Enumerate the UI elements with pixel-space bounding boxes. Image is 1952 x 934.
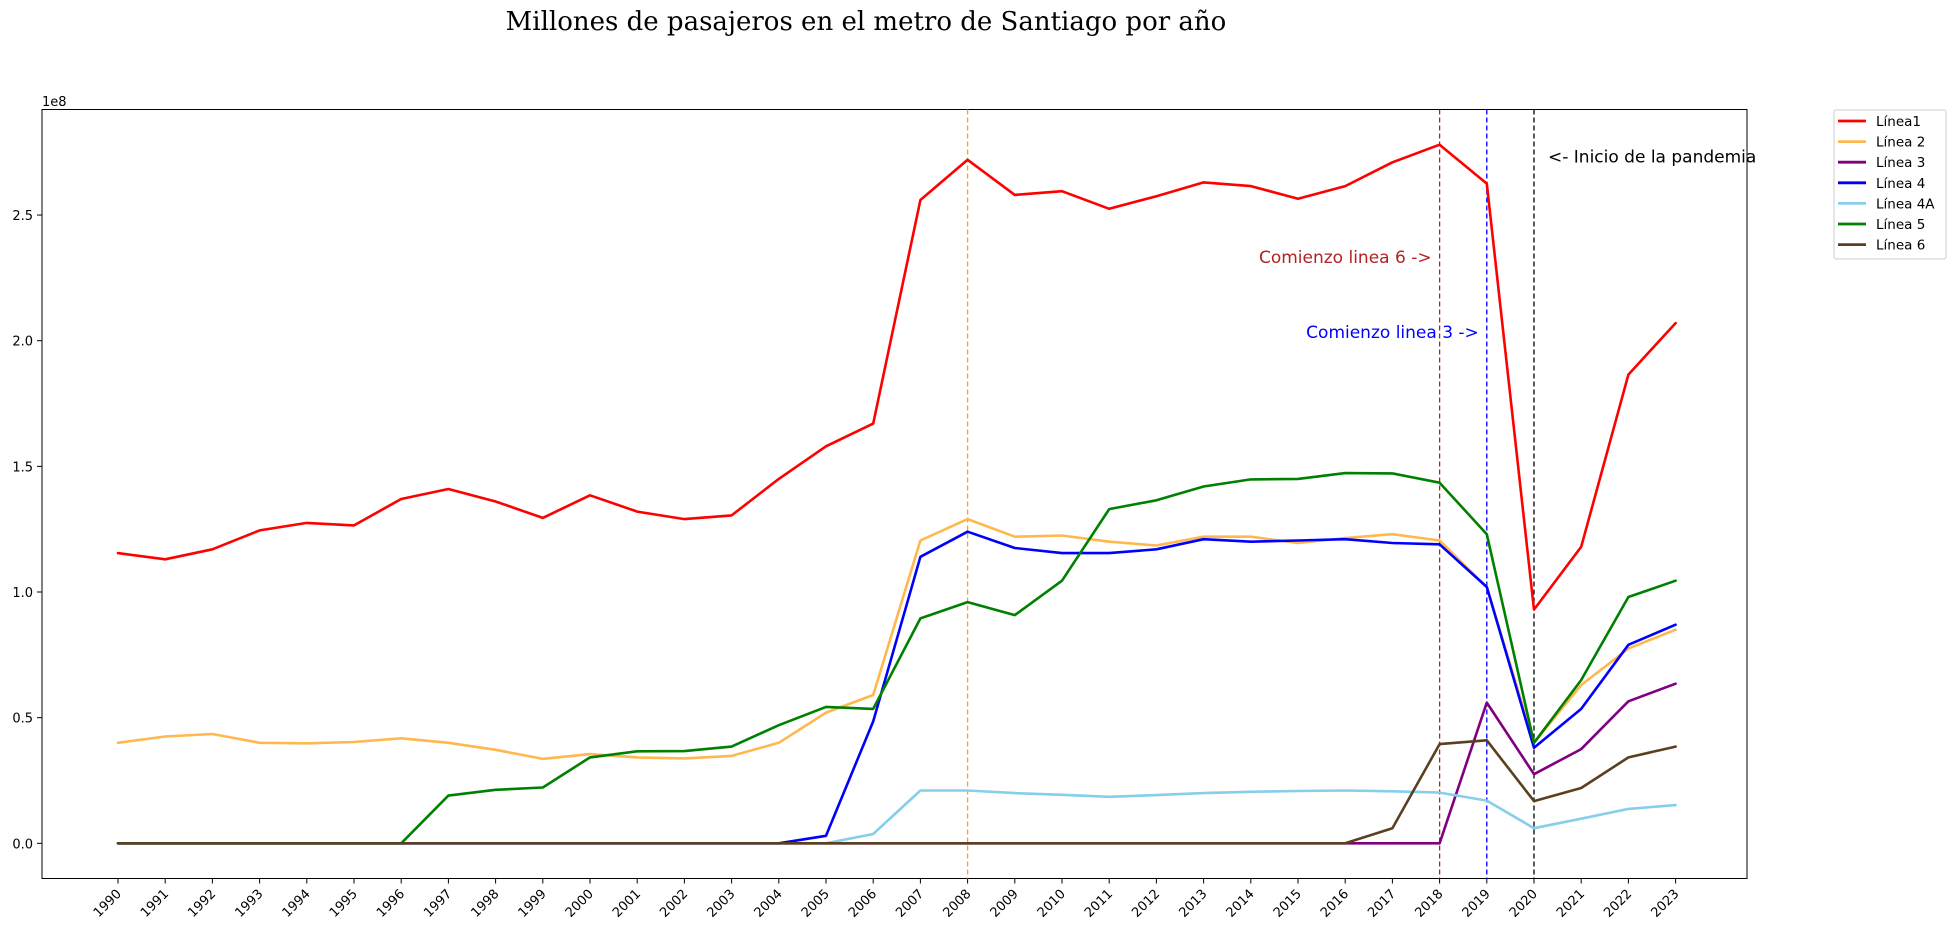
y-tick-label: 1.0 bbox=[12, 586, 33, 601]
x-tick-label: 1996 bbox=[374, 887, 408, 921]
x-tick-label: 2023 bbox=[1648, 887, 1682, 921]
x-tick-label: 2019 bbox=[1460, 887, 1494, 921]
chart-title: Millones de pasajeros en el metro de San… bbox=[506, 7, 1227, 37]
x-tick-label: 2010 bbox=[1035, 887, 1069, 921]
x-tick-label: 2017 bbox=[1365, 887, 1399, 921]
x-axis: 1990 1991 1992 1993 1994 1995 1996 1997 1998 1999… bbox=[91, 878, 1682, 921]
legend-entry-0: Línea1 bbox=[1876, 114, 1921, 130]
y-axis: 0.0 0.5 1.0 1.5 2.0 2.5 bbox=[12, 209, 42, 852]
x-tick-label: 1995 bbox=[327, 887, 361, 921]
x-tick-label: 1994 bbox=[280, 887, 314, 921]
series-lines bbox=[116, 143, 1677, 845]
y-tick-label: 2.5 bbox=[12, 209, 33, 224]
x-tick-label: 1991 bbox=[138, 887, 172, 921]
x-tick-label: 1998 bbox=[468, 887, 502, 921]
legend-entry-4: Línea 4A bbox=[1876, 196, 1935, 212]
annotation-0: <- Inicio de la pandemia bbox=[1548, 147, 1756, 167]
legend-frame bbox=[1833, 109, 1947, 260]
x-tick-label: 2007 bbox=[893, 887, 927, 921]
x-tick-label: 2004 bbox=[752, 887, 786, 921]
x-tick-label: 2014 bbox=[1224, 887, 1258, 921]
legend-entry-6: Línea 6 bbox=[1876, 238, 1925, 254]
legend-entry-5: Línea 5 bbox=[1876, 217, 1925, 233]
annotation-2: Comienzo linea 3 -> bbox=[1306, 323, 1479, 343]
x-tick-label: 2020 bbox=[1507, 887, 1541, 921]
x-tick-label: 2005 bbox=[799, 887, 833, 921]
reference-lines bbox=[966, 109, 1535, 879]
plot-area bbox=[41, 109, 1748, 879]
legend: Línea1 Línea 2 Línea 3 Línea 4 Línea 4A Línea… bbox=[1833, 109, 1947, 260]
x-tick-label: 2009 bbox=[988, 887, 1022, 921]
y-offset-label: 1e8 bbox=[42, 95, 67, 110]
x-tick-label: 1992 bbox=[185, 887, 219, 921]
y-tick-label: 0.0 bbox=[12, 837, 33, 852]
legend-entry-2: Línea 3 bbox=[1876, 155, 1925, 171]
x-tick-label: 2012 bbox=[1129, 887, 1163, 921]
series-line-6 bbox=[116, 738, 1677, 845]
x-tick-label: 2016 bbox=[1318, 887, 1352, 921]
annotation-1: Comienzo linea 6 -> bbox=[1259, 248, 1432, 268]
x-tick-label: 1990 bbox=[91, 887, 125, 921]
x-tick-label: 2008 bbox=[940, 887, 974, 921]
x-tick-label: 2013 bbox=[1176, 887, 1210, 921]
x-tick-label: 2022 bbox=[1601, 887, 1635, 921]
x-tick-label: 2001 bbox=[610, 887, 644, 921]
x-tick-label: 2002 bbox=[657, 887, 691, 921]
x-tick-label: 2018 bbox=[1412, 887, 1446, 921]
legend-entry-3: Línea 4 bbox=[1876, 176, 1925, 192]
y-tick-label: 2.0 bbox=[12, 335, 33, 350]
x-tick-label: 2003 bbox=[704, 887, 738, 921]
x-tick-label: 2006 bbox=[846, 887, 880, 921]
y-tick-label: 1.5 bbox=[12, 460, 33, 475]
y-tick-label: 0.5 bbox=[12, 712, 33, 727]
x-tick-label: 1997 bbox=[421, 887, 455, 921]
x-tick-label: 1993 bbox=[232, 887, 266, 921]
x-tick-label: 1999 bbox=[516, 887, 550, 921]
series-line-1 bbox=[116, 517, 1677, 761]
x-tick-label: 2011 bbox=[1082, 887, 1116, 921]
legend-entry-1: Línea 2 bbox=[1876, 135, 1925, 151]
series-line-0 bbox=[116, 143, 1677, 611]
x-tick-label: 2000 bbox=[563, 887, 597, 921]
annotations: <- Inicio de la pandemia Comienzo linea 6… bbox=[1259, 147, 1756, 343]
x-tick-label: 2015 bbox=[1271, 887, 1305, 921]
x-tick-label: 2021 bbox=[1554, 887, 1588, 921]
